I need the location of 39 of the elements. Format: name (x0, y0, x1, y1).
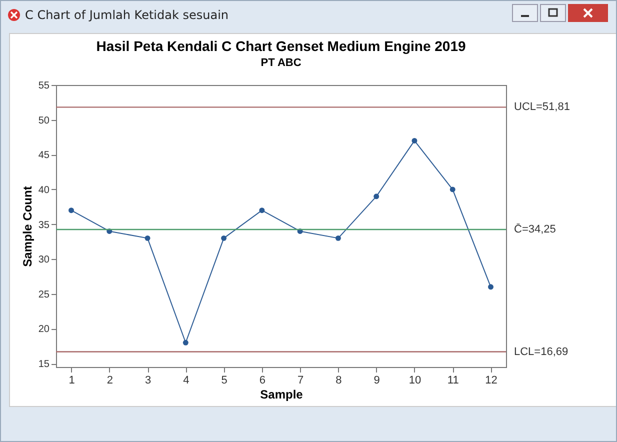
x-tick-label: 5 (221, 374, 228, 386)
point (144, 235, 150, 241)
x-tick-label: 1 (68, 374, 75, 386)
point (450, 186, 456, 192)
point (488, 284, 494, 290)
x-tick-label: 10 (408, 374, 422, 386)
y-tick-label: 50 (38, 115, 50, 126)
x-tick-label: 11 (447, 374, 459, 386)
y-tick-label: 35 (38, 220, 50, 231)
y-tick-label: 15 (38, 359, 50, 370)
point (68, 208, 74, 214)
x-tick-label: 6 (259, 374, 266, 386)
x-tick-label: 12 (485, 374, 498, 386)
y-axis-title: Sample Count (20, 186, 34, 267)
ref-line-label: C̄=34,25 (514, 222, 556, 236)
x-tick-label: 9 (374, 374, 380, 386)
point (335, 235, 341, 241)
ref-line-label: UCL=51,81 (514, 101, 570, 114)
y-tick-label: 40 (38, 184, 50, 196)
point (221, 235, 227, 241)
y-tick-label: 55 (38, 80, 50, 92)
chart-subtitle: PT ABC (260, 57, 302, 69)
y-tick-label: 20 (38, 324, 50, 336)
x-tick-label: 3 (144, 374, 152, 386)
x-tick-label: 7 (298, 374, 304, 386)
point (412, 138, 418, 144)
y-tick-label: 25 (38, 289, 50, 300)
ref-line-label: LCL=16,69 (514, 346, 568, 358)
text: C Chart of Jumlah Ketidak sesuain (25, 8, 229, 22)
x-tick-label: 4 (183, 374, 190, 386)
y-tick-label: 30 (38, 254, 50, 266)
point (182, 340, 188, 346)
x-axis-title: Sample (260, 388, 304, 402)
x-tick-label: 2 (106, 374, 113, 386)
chart-title: Hasil Peta Kendali C Chart Genset Medium Engine 2019 (96, 38, 466, 54)
x-tick-label: 8 (336, 374, 342, 386)
point (374, 194, 380, 200)
y-tick-label: 45 (38, 150, 50, 162)
point (259, 208, 265, 214)
